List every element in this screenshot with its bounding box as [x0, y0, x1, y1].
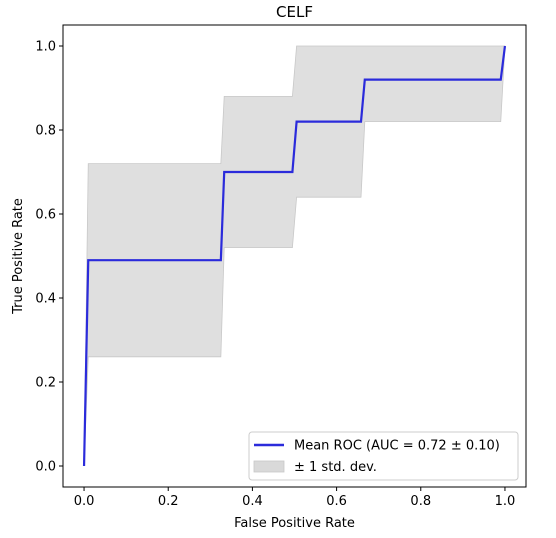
legend-entry-std-dev: ± 1 std. dev.: [294, 460, 377, 475]
x-axis-label: False Positive Rate: [234, 516, 355, 531]
y-axis-label: True Positive Rate: [11, 198, 26, 315]
series-line-mean-roc: [82, 45, 507, 467]
legend: Mean ROC (AUC = 0.72 ± 0.10) ± 1 std. de…: [248, 431, 519, 481]
x-tick-label: 0.4: [242, 494, 263, 509]
y-tick-label: 1.0: [35, 40, 56, 55]
y-tick-label: 0.6: [35, 208, 56, 223]
x-tick-label: 1.0: [495, 494, 516, 509]
y-tick-label: 0.4: [35, 292, 56, 307]
y-tick-label: 0.0: [35, 460, 56, 475]
y-tick-label: 0.2: [35, 376, 56, 391]
legend-band-swatch: [253, 460, 285, 473]
legend-entry-mean-roc: Mean ROC (AUC = 0.72 ± 0.10): [294, 439, 500, 454]
legend-frame: [248, 431, 519, 481]
axes-frame: [62, 24, 527, 488]
x-tick-label: 0.0: [74, 494, 95, 509]
x-tick-label: 0.8: [410, 494, 431, 509]
x-tick-label: 0.2: [158, 494, 179, 509]
plot-area: 0.0 0.2 0.4 0.6 0.8 1.0 0.0 0.2 0.4 0.6 0.8 1.0: [35, 24, 527, 509]
y-tick-label: 0.8: [35, 124, 56, 139]
chart-title: CELF: [276, 3, 313, 21]
x-tick-label: 0.6: [326, 494, 347, 509]
std-dev-band: [83, 45, 506, 467]
